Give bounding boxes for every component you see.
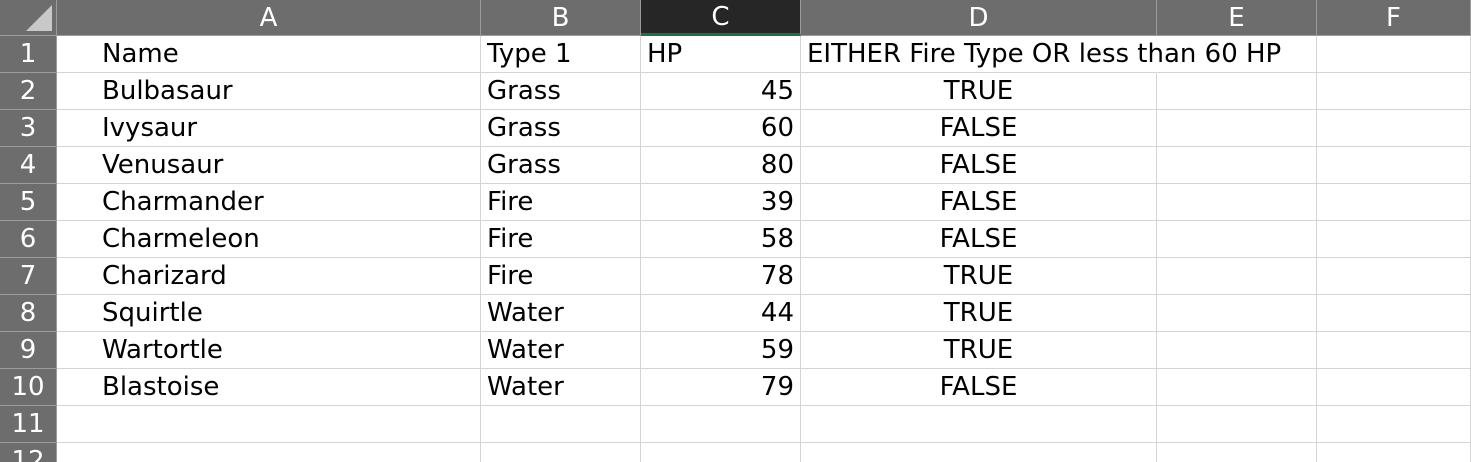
cell-e11[interactable] [1157,406,1317,443]
row-header-8[interactable]: 8 [0,295,57,332]
select-all-button[interactable] [0,0,57,36]
cell-e5[interactable] [1157,184,1317,221]
row-header-4[interactable]: 4 [0,147,57,184]
cell-f12[interactable] [1317,443,1471,462]
cell-e7[interactable] [1157,258,1317,295]
cell-a3[interactable]: Ivysaur [57,110,481,147]
cell-a8[interactable]: Squirtle [57,295,481,332]
cell-c12[interactable] [641,443,801,462]
column-header-f[interactable]: F [1317,0,1471,36]
cell-a10[interactable]: Blastoise [57,369,481,406]
cell-b7[interactable]: Fire [481,258,641,295]
cell-d11[interactable] [801,406,1157,443]
cell-c2[interactable]: 45 [641,73,801,110]
cell-b9[interactable]: Water [481,332,641,369]
cell-c1[interactable]: HP [641,36,801,73]
cell-f6[interactable] [1317,221,1471,258]
column-header-d[interactable]: D [801,0,1157,36]
cell-f8[interactable] [1317,295,1471,332]
row-header-2[interactable]: 2 [0,73,57,110]
cell-c6[interactable]: 58 [641,221,801,258]
cell-f9[interactable] [1317,332,1471,369]
cell-f5[interactable] [1317,184,1471,221]
cell-e9[interactable] [1157,332,1317,369]
cell-f3[interactable] [1317,110,1471,147]
cell-b11[interactable] [481,406,641,443]
row-header-6[interactable]: 6 [0,221,57,258]
cell-e4[interactable] [1157,147,1317,184]
cell-b3[interactable]: Grass [481,110,641,147]
cell-b2[interactable]: Grass [481,73,641,110]
column-header-e[interactable]: E [1157,0,1317,36]
cell-f10[interactable] [1317,369,1471,406]
cell-b4[interactable]: Grass [481,147,641,184]
cell-a1[interactable]: Name [57,36,481,73]
row-header-11[interactable]: 11 [0,406,57,443]
cell-d7[interactable]: TRUE [801,258,1157,295]
cell-c4[interactable]: 80 [641,147,801,184]
cell-d12[interactable] [801,443,1157,462]
row-header-1[interactable]: 1 [0,36,57,73]
cell-a11[interactable] [57,406,481,443]
cell-a6[interactable]: Charmeleon [57,221,481,258]
cell-b10[interactable]: Water [481,369,641,406]
cell-e1[interactable] [1157,36,1317,73]
cell-d6[interactable]: FALSE [801,221,1157,258]
cell-f4[interactable] [1317,147,1471,184]
cell-d8[interactable]: TRUE [801,295,1157,332]
row-header-10[interactable]: 10 [0,369,57,406]
cell-f11[interactable] [1317,406,1471,443]
cell-e10[interactable] [1157,369,1317,406]
cell-b5[interactable]: Fire [481,184,641,221]
cell-c9[interactable]: 59 [641,332,801,369]
column-header-a[interactable]: A [57,0,481,36]
cell-a7[interactable]: Charizard [57,258,481,295]
cell-c11[interactable] [641,406,801,443]
cell-d10[interactable]: FALSE [801,369,1157,406]
cell-b8[interactable]: Water [481,295,641,332]
cell-b1[interactable]: Type 1 [481,36,641,73]
cell-a2[interactable]: Bulbasaur [57,73,481,110]
cell-b12[interactable] [481,443,641,462]
cell-a4[interactable]: Venusaur [57,147,481,184]
row-header-5[interactable]: 5 [0,184,57,221]
cell-f1[interactable] [1317,36,1471,73]
cell-f7[interactable] [1317,258,1471,295]
select-all-triangle-icon [26,5,52,31]
cell-c3[interactable]: 60 [641,110,801,147]
cell-a5[interactable]: Charmander [57,184,481,221]
row-header-3[interactable]: 3 [0,110,57,147]
row-header-7[interactable]: 7 [0,258,57,295]
cell-e3[interactable] [1157,110,1317,147]
cell-b6[interactable]: Fire [481,221,641,258]
row-header-9[interactable]: 9 [0,332,57,369]
cell-c7[interactable]: 78 [641,258,801,295]
cell-d5[interactable]: FALSE [801,184,1157,221]
cell-a12[interactable] [57,443,481,462]
cell-f2[interactable] [1317,73,1471,110]
cell-d2[interactable]: TRUE [801,73,1157,110]
cell-c10[interactable]: 79 [641,369,801,406]
cell-d3[interactable]: FALSE [801,110,1157,147]
cell-e2[interactable] [1157,73,1317,110]
cell-e12[interactable] [1157,443,1317,462]
cell-e8[interactable] [1157,295,1317,332]
cell-c8[interactable]: 44 [641,295,801,332]
cell-d4[interactable]: FALSE [801,147,1157,184]
cell-a9[interactable]: Wartortle [57,332,481,369]
column-header-b[interactable]: B [481,0,641,36]
cell-d9[interactable]: TRUE [801,332,1157,369]
row-header-12[interactable]: 12 [0,443,57,462]
cell-c5[interactable]: 39 [641,184,801,221]
column-header-c[interactable]: C [641,0,801,36]
cell-d1[interactable]: EITHER Fire Type OR less than 60 HP [801,36,1281,73]
cell-e6[interactable] [1157,221,1317,258]
